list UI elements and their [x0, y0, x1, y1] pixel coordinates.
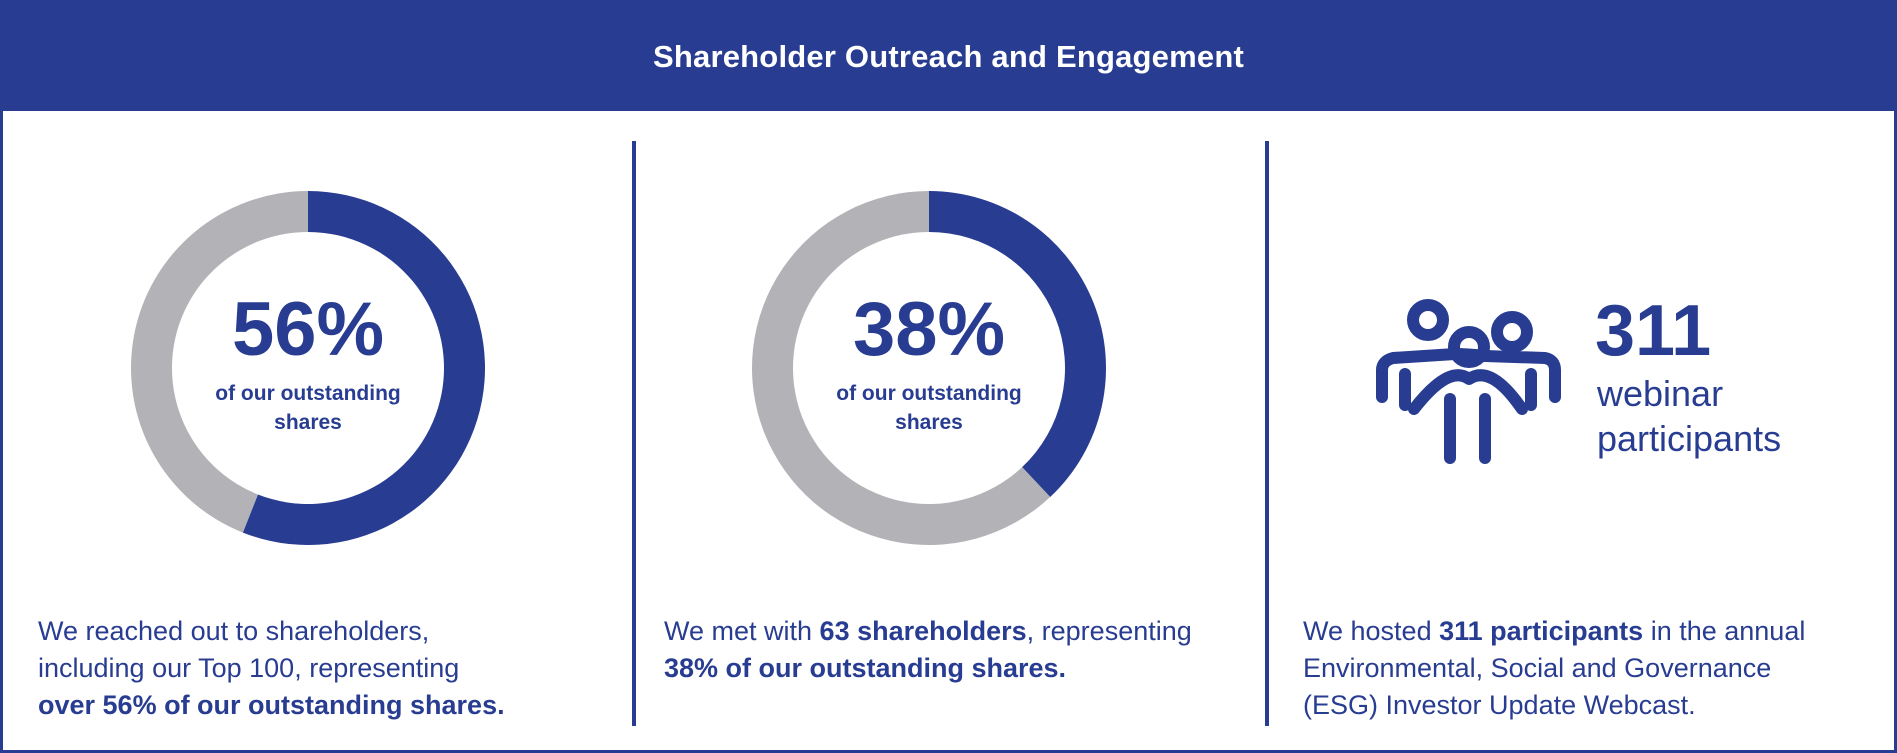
meetings-description: We met with 63 shareholders, representin…: [664, 613, 1254, 687]
donut-chart-meetings: 38% of our outstanding shares: [749, 188, 1109, 548]
donut-svg: [131, 191, 486, 545]
desc-line: Environmental, Social and Governance: [1303, 653, 1772, 683]
donut-center: 56% of our outstanding shares: [128, 188, 488, 548]
desc-text: We hosted: [1303, 616, 1440, 646]
desc-highlight: over 56% of our outstanding shares.: [38, 690, 505, 720]
column-divider-1: [632, 141, 636, 726]
stat-label-line: webinar: [1597, 373, 1724, 414]
donut-slice-remainder: [131, 191, 308, 533]
donut-center-label: of our outstanding shares: [836, 382, 1022, 434]
donut-chart-outreach: 56% of our outstanding shares: [128, 188, 488, 548]
donut-value-label: 38%: [852, 287, 1006, 372]
stat-number: 311: [1595, 291, 1712, 371]
desc-highlight: 311 participants: [1439, 616, 1644, 646]
stat-label: webinar participants: [1597, 371, 1857, 461]
desc-text: We met with: [664, 616, 820, 646]
people-group-icon: [1376, 299, 1561, 464]
donut-svg: [751, 191, 1106, 545]
desc-text: , representing: [1026, 616, 1192, 646]
donut-center-label: of our outstanding shares: [215, 382, 401, 434]
desc-highlight: 63 shareholders: [819, 616, 1027, 646]
stat-label-line: participants: [1597, 418, 1782, 459]
desc-line: including our Top 100, representing: [38, 653, 460, 683]
desc-line: (ESG) Investor Update Webcast.: [1303, 690, 1696, 720]
donut-slice-remainder: [751, 191, 1051, 545]
donut-value-label: 56%: [231, 287, 385, 372]
webinar-description: We hosted 311 participants in the annual…: [1303, 613, 1883, 724]
donut-slice-highlight: [929, 191, 1106, 498]
desc-line: We reached out to shareholders,: [38, 616, 430, 646]
header-bar: Shareholder Outreach and Engagement: [3, 3, 1894, 111]
desc-highlight: 38% of our outstanding shares.: [664, 653, 1067, 683]
column-divider-2: [1265, 141, 1269, 726]
outreach-description: We reached out to shareholders, includin…: [38, 613, 608, 724]
page-title: Shareholder Outreach and Engagement: [653, 39, 1244, 74]
desc-text: in the annual: [1643, 616, 1806, 646]
donut-center: 38% of our outstanding shares: [749, 188, 1109, 548]
donut-slice-highlight: [242, 191, 486, 545]
